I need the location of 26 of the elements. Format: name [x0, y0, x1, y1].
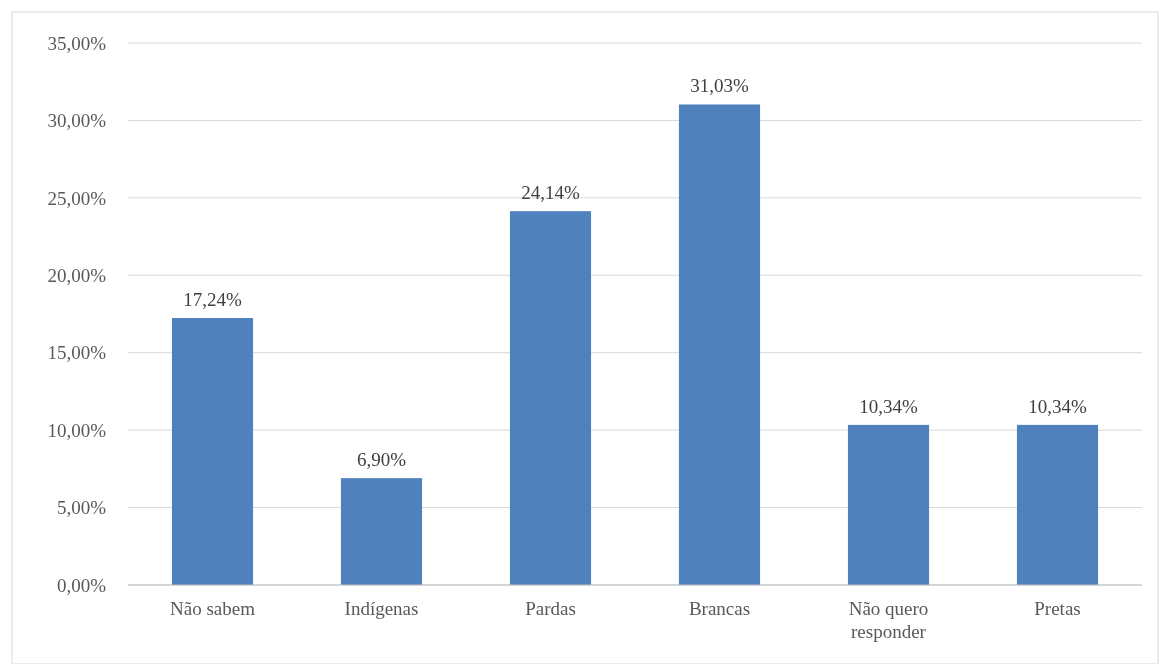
x-tick-label: Pretas [1034, 598, 1081, 619]
y-tick-label: 25,00% [47, 187, 107, 209]
x-tick-label: Não quero responder [848, 598, 929, 642]
data-label: 24,14% [521, 182, 580, 204]
data-label: 10,34% [1028, 395, 1087, 417]
y-tick-label: 20,00% [47, 264, 107, 286]
x-tick-label: Indígenas [344, 598, 419, 619]
x-tick-label: Não sabem [170, 598, 256, 619]
bar [340, 478, 423, 585]
bar [847, 424, 930, 585]
x-tick-label: Pardas [525, 598, 576, 619]
x-tick-label: Brancas [688, 598, 751, 619]
data-label: 31,03% [690, 75, 749, 97]
data-label: 10,34% [859, 395, 918, 417]
y-tick-label: 10,00% [47, 419, 107, 441]
y-tick-label: 35,00% [47, 32, 107, 54]
y-tick-label: 5,00% [56, 497, 107, 519]
bar [171, 318, 254, 585]
bar [1016, 424, 1099, 585]
data-label: 17,24% [183, 289, 242, 311]
y-tick-label: 0,00% [56, 574, 107, 596]
y-tick-label: 30,00% [47, 110, 107, 132]
y-tick-label: 15,00% [47, 342, 107, 364]
bar [509, 211, 592, 585]
bar [678, 104, 761, 585]
data-label: 6,90% [356, 449, 407, 471]
